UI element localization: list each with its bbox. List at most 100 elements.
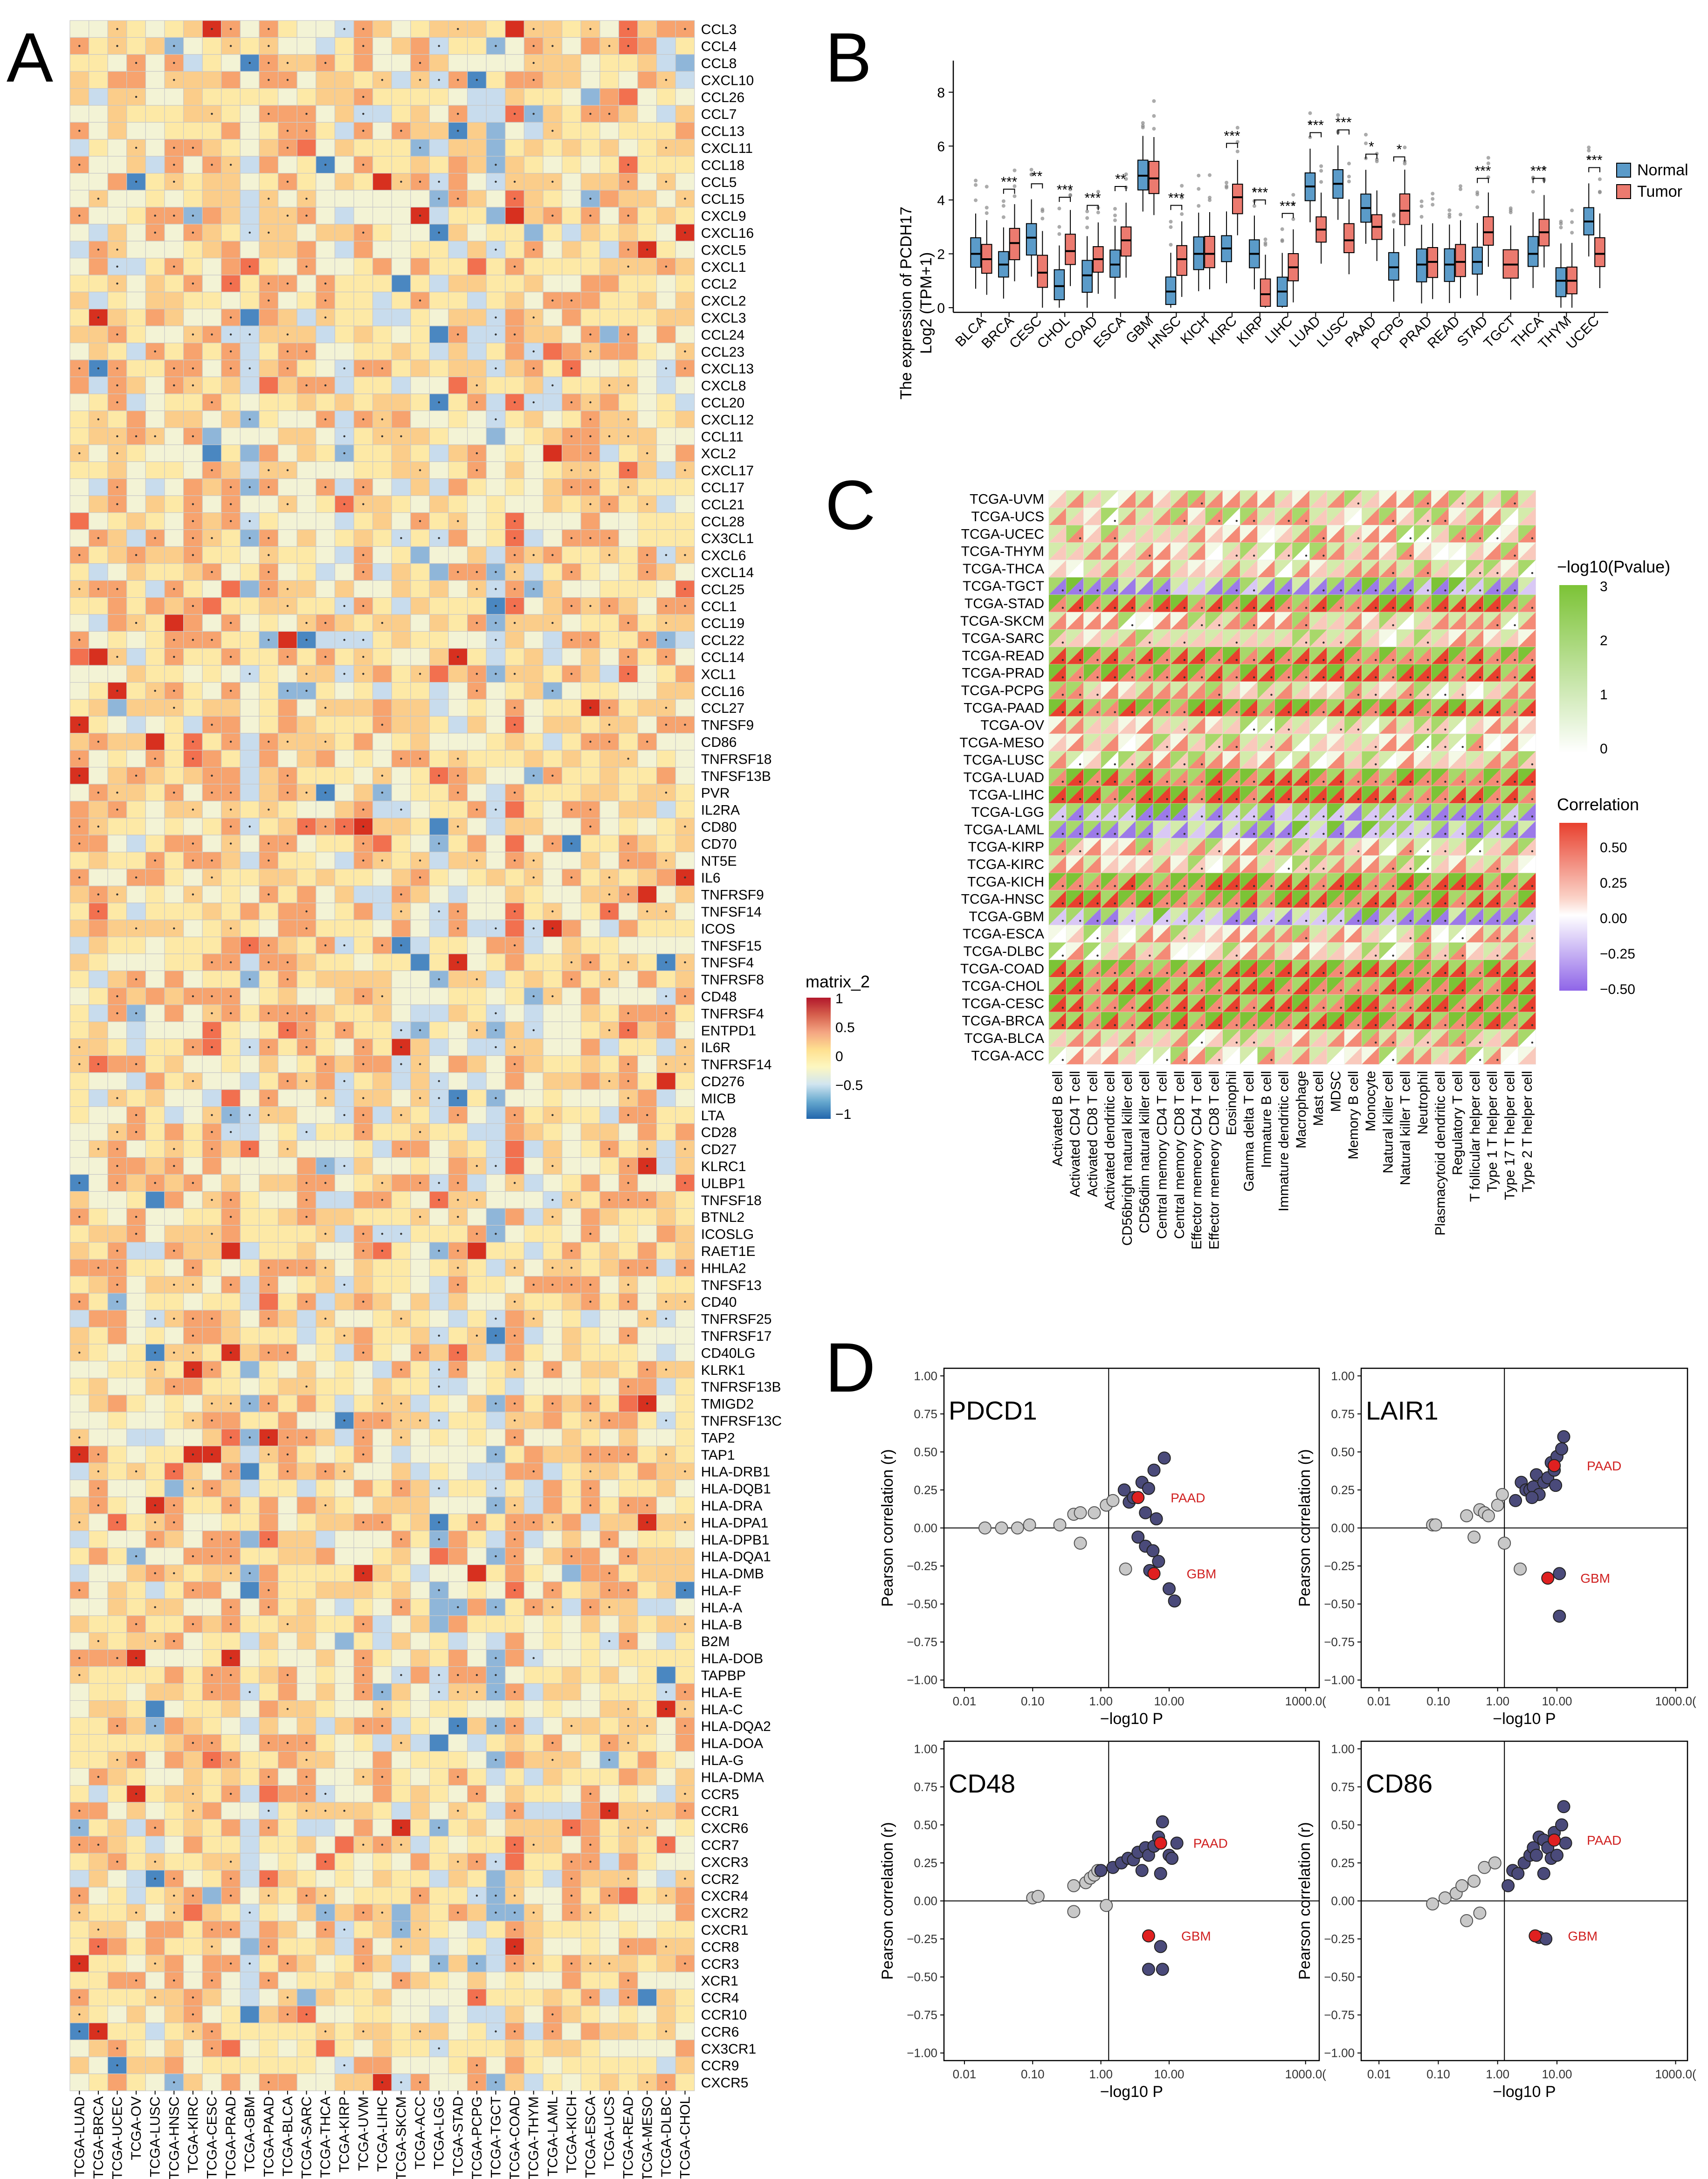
significance-dot xyxy=(305,622,308,624)
heatmap-cell xyxy=(656,936,676,954)
heatmap-cell xyxy=(486,139,506,157)
significance-dot xyxy=(532,1962,535,1965)
heatmap-cell xyxy=(372,1123,392,1141)
heatmap-cell xyxy=(580,1259,600,1277)
heatmap-cell xyxy=(448,970,468,988)
heatmap-cell xyxy=(69,1123,90,1141)
heatmap-cell xyxy=(429,699,449,717)
significance-dot xyxy=(305,113,308,115)
heatmap-cell xyxy=(448,699,468,717)
heatmap-cell xyxy=(372,1649,392,1667)
heatmap-cell xyxy=(429,105,449,123)
heatmap-cell xyxy=(259,919,279,938)
significance-dot xyxy=(457,1199,459,1201)
heatmap-cell xyxy=(89,224,108,241)
heatmap-cell xyxy=(599,461,620,479)
significance-dot xyxy=(192,537,194,539)
heatmap-cell xyxy=(372,1819,392,1837)
heatmap-cell xyxy=(145,1446,165,1463)
heatmap-cell xyxy=(637,1378,657,1396)
heatmap-cell xyxy=(561,410,581,428)
heatmap-cell xyxy=(429,207,449,225)
heatmap-cell xyxy=(467,919,487,938)
heatmap-cell xyxy=(618,71,638,89)
significance-dot xyxy=(116,367,118,370)
heatmap-cell xyxy=(410,325,430,344)
heatmap-cell xyxy=(448,1462,468,1481)
heatmap-cell xyxy=(316,1615,335,1633)
heatmap-cell xyxy=(656,1394,676,1413)
significance-dot xyxy=(457,910,459,913)
heatmap-cell xyxy=(316,190,335,208)
significance-dot xyxy=(192,1419,194,1422)
significance-dot xyxy=(268,486,270,489)
heatmap-cell xyxy=(505,1632,525,1650)
heatmap-cell xyxy=(523,1089,544,1107)
heatmap-cell xyxy=(107,1479,127,1497)
heatmap-cell xyxy=(296,885,317,903)
heatmap-cell xyxy=(126,903,146,920)
heatmap-cell xyxy=(580,139,600,157)
heatmap-cell xyxy=(448,1921,468,1938)
heatmap-cell xyxy=(543,1310,563,1328)
heatmap-cell xyxy=(107,1378,127,1396)
heatmap-cell xyxy=(353,1310,373,1328)
significance-dot xyxy=(513,1962,516,1965)
heatmap-cell xyxy=(316,1717,335,1735)
heatmap-cell xyxy=(543,444,563,462)
significance-dot xyxy=(419,299,421,302)
heatmap-cell xyxy=(675,766,695,785)
heatmap-cell xyxy=(486,1174,506,1192)
significance-dot xyxy=(211,639,213,641)
heatmap-cell xyxy=(467,834,487,853)
significance-dot xyxy=(513,1555,516,1558)
heatmap-cell xyxy=(410,1955,430,1972)
significance-dot xyxy=(495,1029,497,1031)
heatmap-cell xyxy=(675,885,695,903)
significance-dot xyxy=(589,537,592,539)
heatmap-cell xyxy=(523,563,544,581)
significance-dot xyxy=(192,995,194,998)
significance-dot xyxy=(627,1996,629,1999)
heatmap-cell xyxy=(334,1649,354,1667)
heatmap-cell xyxy=(505,1344,525,1362)
significance-dot xyxy=(475,1029,478,1031)
heatmap-cell xyxy=(410,478,430,496)
heatmap-cell xyxy=(505,834,525,853)
heatmap-cell xyxy=(69,275,90,293)
significance-dot xyxy=(78,1911,81,1914)
heatmap-cell xyxy=(107,1361,127,1379)
heatmap-cell xyxy=(448,665,468,683)
heatmap-cell xyxy=(391,105,411,123)
significance-dot xyxy=(268,1810,270,1812)
significance-dot xyxy=(192,1334,194,1337)
significance-dot xyxy=(589,1962,592,1965)
heatmap-cell xyxy=(89,122,108,140)
heatmap-cell xyxy=(599,410,620,428)
heatmap-cell xyxy=(637,1955,657,1972)
heatmap-cell xyxy=(448,1378,468,1396)
heatmap-cell xyxy=(580,580,600,598)
heatmap-cell xyxy=(183,716,203,734)
heatmap-cell xyxy=(523,1700,544,1718)
heatmap-cell xyxy=(240,275,260,293)
heatmap-cell xyxy=(126,1955,146,1972)
significance-dot xyxy=(646,1148,648,1150)
heatmap-cell xyxy=(523,665,544,683)
heatmap-cell xyxy=(543,376,563,394)
heatmap-cell xyxy=(183,88,203,106)
significance-dot xyxy=(475,690,478,692)
heatmap-cell xyxy=(183,1394,203,1413)
heatmap-cell xyxy=(145,122,165,140)
significance-dot xyxy=(192,1368,194,1371)
heatmap-cell xyxy=(543,699,563,717)
heatmap-cell xyxy=(656,512,676,530)
significance-dot xyxy=(646,639,648,641)
heatmap-cell xyxy=(89,207,108,225)
heatmap-cell xyxy=(89,1428,108,1447)
heatmap-cell xyxy=(656,427,676,445)
significance-dot xyxy=(589,1996,592,1999)
heatmap-cell xyxy=(467,1819,487,1837)
heatmap-cell xyxy=(334,1259,354,1277)
heatmap-cell xyxy=(675,241,695,259)
